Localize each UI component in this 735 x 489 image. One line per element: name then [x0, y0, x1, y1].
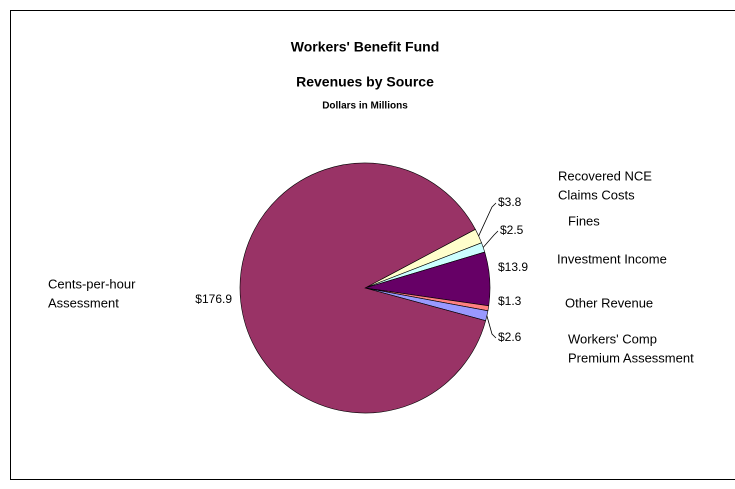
- data-label: $13.9: [498, 260, 528, 274]
- labels: $3.8 Recovered NCE Claims Costs $2.5 Fines $1…: [48, 168, 694, 365]
- leader-line: [486, 315, 497, 339]
- category-label: Investment Income: [557, 251, 667, 266]
- pie-slice: [239, 162, 487, 414]
- category-label: Cents-per-hour: [48, 276, 136, 291]
- data-label: $2.6: [498, 330, 522, 344]
- chart-title: Revenues by Source: [296, 74, 434, 90]
- data-label: $3.8: [498, 195, 522, 209]
- data-label: $176.9: [195, 292, 232, 306]
- data-label: $2.5: [500, 223, 524, 237]
- data-label: $1.3: [498, 294, 522, 308]
- category-label: Assessment: [48, 295, 119, 310]
- category-label: Recovered NCE: [558, 168, 652, 183]
- chart-subtitle: Dollars in Millions: [322, 101, 408, 112]
- category-label: Premium Assessment: [568, 350, 694, 365]
- category-label: Claims Costs: [558, 187, 635, 202]
- category-label: Other Revenue: [565, 295, 653, 310]
- chart-title: Workers' Benefit Fund: [291, 39, 440, 55]
- leader-line: [482, 230, 499, 248]
- leader-line: [478, 202, 497, 237]
- pie: [239, 162, 491, 414]
- category-label: Fines: [568, 213, 600, 228]
- category-label: Workers' Comp: [568, 331, 657, 346]
